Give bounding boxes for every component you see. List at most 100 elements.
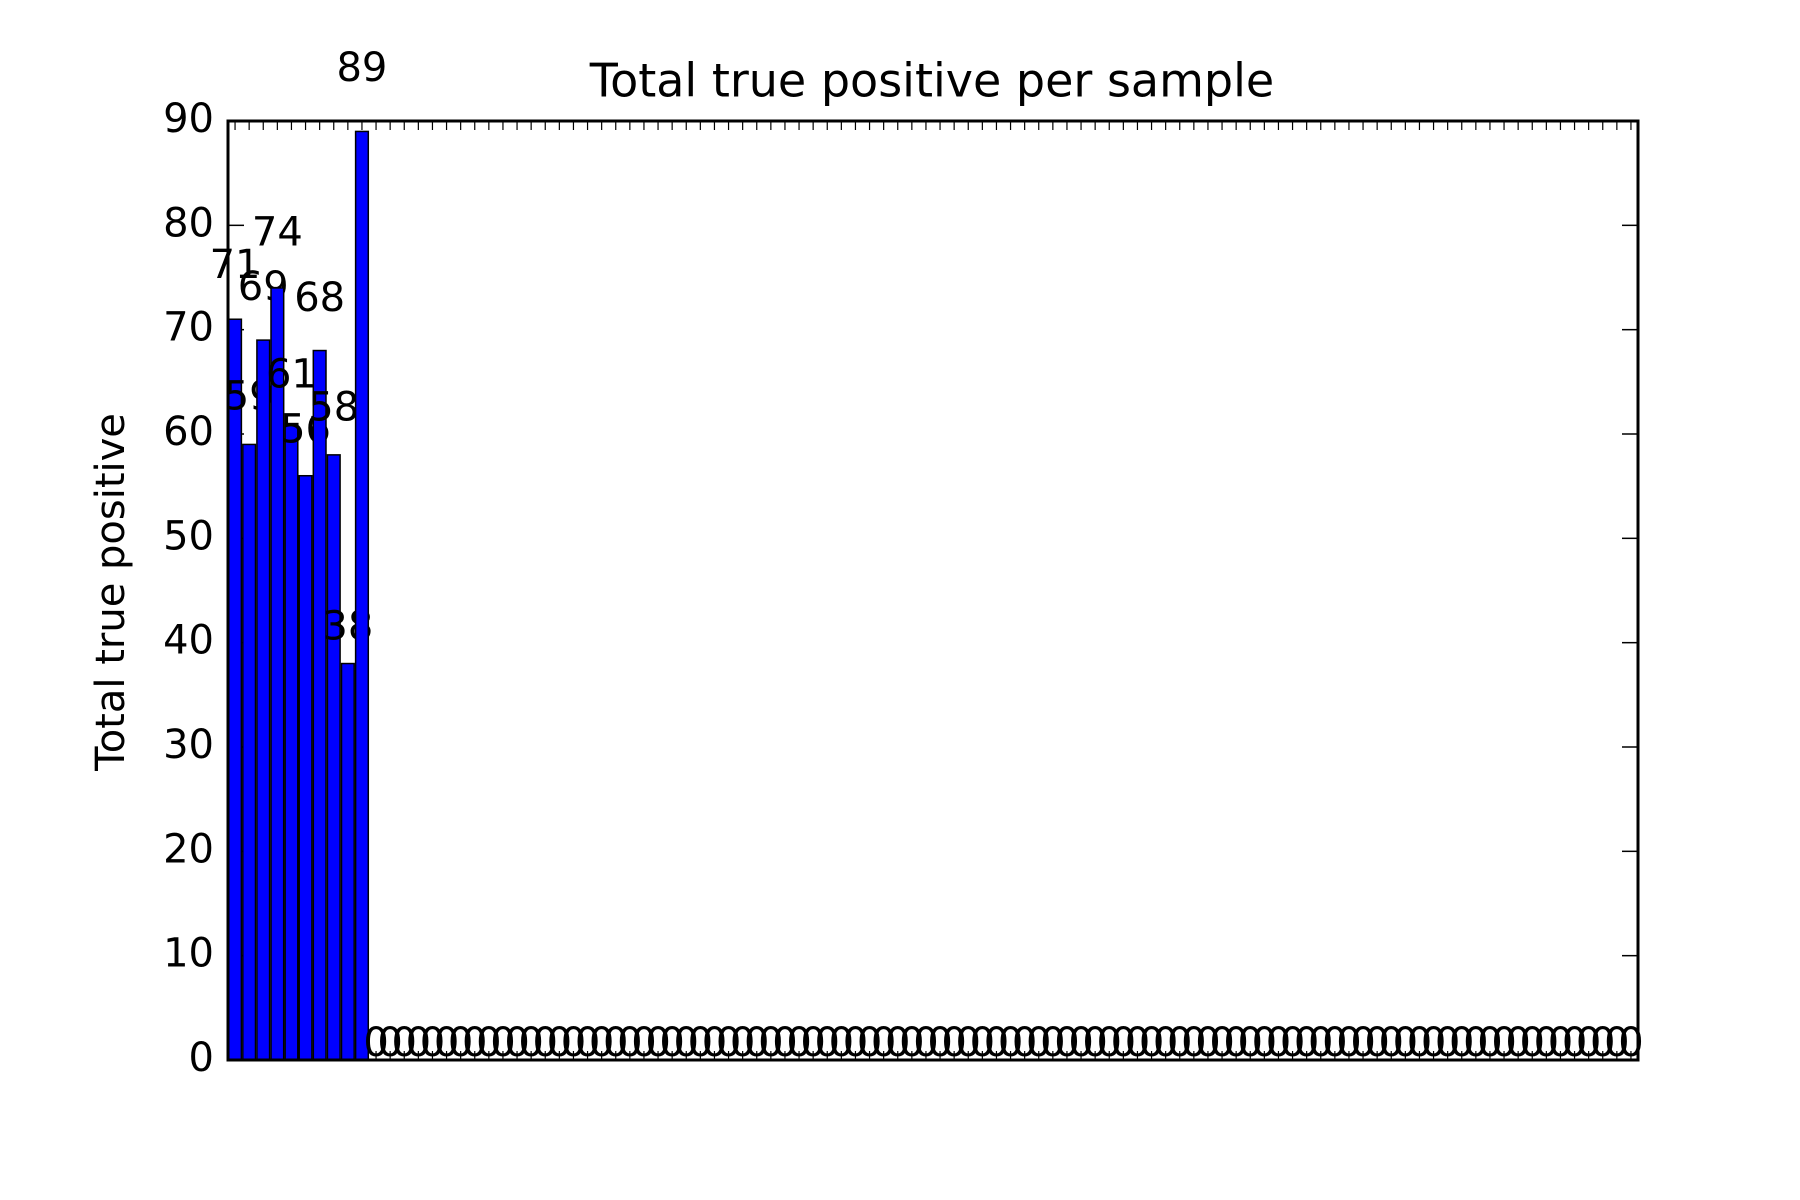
data-label: 0 (744, 1020, 769, 1066)
data-label: 0 (1576, 1020, 1601, 1066)
data-label: 0 (1604, 1020, 1629, 1066)
y-tick-label: 10 (163, 931, 214, 977)
y-tick-label: 50 (163, 513, 214, 559)
y-tick-label: 30 (163, 722, 214, 768)
bar (326, 454, 341, 1061)
y-tick-label: 90 (163, 96, 214, 142)
data-label: 0 (1350, 1020, 1375, 1066)
data-label: 0 (1322, 1020, 1347, 1066)
data-label: 0 (504, 1020, 529, 1066)
data-label: 0 (772, 1020, 797, 1066)
data-label: 0 (617, 1020, 642, 1066)
data-label: 0 (1223, 1020, 1248, 1066)
data-label: 58 (308, 385, 359, 431)
y-axis-label: Total true positive (88, 413, 134, 772)
data-label: 0 (1520, 1020, 1545, 1066)
data-label: 0 (674, 1020, 699, 1066)
bar (284, 422, 299, 1061)
chart-title: Total true positive per sample (589, 54, 1274, 108)
bar (298, 474, 313, 1061)
data-label: 0 (984, 1020, 1009, 1066)
data-label: 0 (1167, 1020, 1192, 1066)
data-label: 0 (1238, 1020, 1263, 1066)
data-label: 0 (1534, 1020, 1559, 1066)
data-label: 0 (547, 1020, 572, 1066)
data-label: 0 (1562, 1020, 1587, 1066)
data-label: 71 (210, 242, 261, 288)
data-label: 0 (1139, 1020, 1164, 1066)
data-label: 0 (1026, 1020, 1051, 1066)
data-label: 0 (1082, 1020, 1107, 1066)
bar (340, 662, 355, 1061)
bar (354, 130, 370, 1061)
data-label: 0 (1111, 1020, 1136, 1066)
data-label: 0 (1153, 1020, 1178, 1066)
data-label: 0 (800, 1020, 825, 1066)
data-label: 89 (336, 45, 387, 91)
data-label: 0 (758, 1020, 783, 1066)
data-label: 68 (294, 275, 345, 321)
data-label: 0 (1040, 1020, 1065, 1066)
data-label: 0 (716, 1020, 741, 1066)
y-tick-label: 80 (163, 200, 214, 246)
data-label: 0 (1280, 1020, 1305, 1066)
data-label: 0 (1181, 1020, 1206, 1066)
data-label: 0 (476, 1020, 501, 1066)
data-label: 0 (899, 1020, 924, 1066)
data-label: 0 (533, 1020, 558, 1066)
data-label: 0 (434, 1020, 459, 1066)
data-label: 0 (420, 1020, 445, 1066)
data-label: 0 (1393, 1020, 1418, 1066)
data-label: 0 (1379, 1020, 1404, 1066)
data-label: 0 (1336, 1020, 1361, 1066)
bar (242, 443, 257, 1061)
data-label: 0 (1364, 1020, 1389, 1066)
y-tick-label: 20 (163, 826, 214, 872)
data-label: 0 (1407, 1020, 1432, 1066)
data-label: 0 (1209, 1020, 1234, 1066)
data-label: 0 (448, 1020, 473, 1066)
data-label: 0 (1449, 1020, 1474, 1066)
data-label: 0 (1421, 1020, 1446, 1066)
data-label: 0 (1097, 1020, 1122, 1066)
data-label: 0 (1505, 1020, 1530, 1066)
data-label: 0 (603, 1020, 628, 1066)
y-tick-label: 40 (163, 618, 214, 664)
bar (312, 349, 327, 1061)
y-tick-label: 60 (163, 409, 214, 455)
data-label: 0 (927, 1020, 952, 1066)
data-label: 0 (998, 1020, 1023, 1066)
data-label: 0 (730, 1020, 755, 1066)
data-label: 0 (857, 1020, 882, 1066)
data-label: 0 (561, 1020, 586, 1066)
data-label: 0 (631, 1020, 656, 1066)
data-label: 0 (1491, 1020, 1516, 1066)
data-label: 0 (1308, 1020, 1333, 1066)
data-label: 0 (1477, 1020, 1502, 1066)
data-label: 0 (913, 1020, 938, 1066)
data-label: 0 (462, 1020, 487, 1066)
data-label: 0 (702, 1020, 727, 1066)
y-tick-label: 0 (189, 1035, 214, 1081)
data-label: 0 (786, 1020, 811, 1066)
data-label: 0 (1590, 1020, 1615, 1066)
data-label: 0 (1266, 1020, 1291, 1066)
data-label: 0 (970, 1020, 995, 1066)
data-label: 0 (1463, 1020, 1488, 1066)
data-label: 0 (589, 1020, 614, 1066)
y-tick-label: 70 (163, 305, 214, 351)
data-label: 0 (392, 1020, 417, 1066)
data-label: 0 (490, 1020, 515, 1066)
bar (256, 339, 271, 1061)
data-label: 0 (1054, 1020, 1079, 1066)
data-label: 0 (688, 1020, 713, 1066)
data-label: 0 (1294, 1020, 1319, 1066)
data-label: 0 (885, 1020, 910, 1066)
data-label: 0 (1252, 1020, 1277, 1066)
data-label: 0 (659, 1020, 684, 1066)
data-label: 0 (871, 1020, 896, 1066)
plot-frame (226, 119, 1640, 1062)
data-label: 0 (815, 1020, 840, 1066)
